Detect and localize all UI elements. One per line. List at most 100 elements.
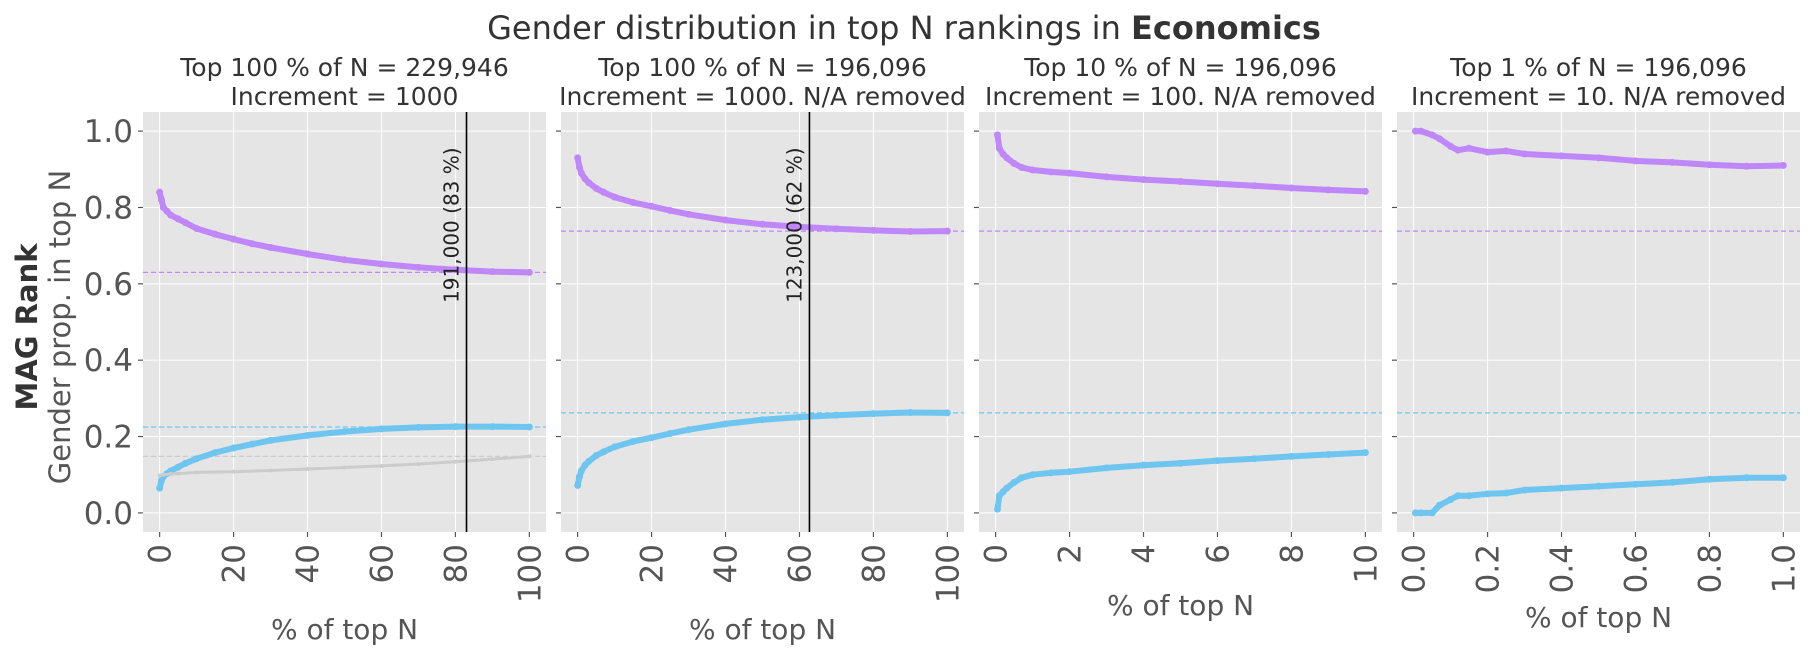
data-point-blue: [1668, 478, 1676, 486]
data-point-blue: [1502, 489, 1510, 497]
data-point-purple: [1631, 157, 1639, 165]
x-tick-label: 80: [438, 544, 474, 583]
plot-area: [143, 112, 546, 532]
data-point-blue: [1411, 509, 1419, 517]
data-point-gray: [194, 470, 199, 475]
data-point-blue: [1066, 468, 1074, 476]
x-tick-label: 0.0: [1397, 544, 1433, 593]
figure-title-bold: Economics: [1131, 9, 1321, 47]
data-point-purple: [1018, 163, 1026, 171]
x-tick-label: 20: [217, 544, 253, 583]
data-point-purple: [304, 250, 312, 258]
x-tick-label: 0.6: [1618, 544, 1654, 593]
data-point-gray: [527, 454, 532, 459]
x-tick-label: 0.8: [1692, 544, 1728, 593]
data-point-purple: [577, 169, 585, 177]
data-point-blue: [1003, 484, 1011, 492]
data-point-purple: [451, 266, 459, 274]
data-point-blue: [592, 452, 600, 460]
data-point-purple: [574, 154, 582, 162]
data-point-purple: [1010, 160, 1018, 168]
data-point-purple: [1047, 168, 1055, 176]
data-point-blue: [759, 416, 766, 424]
data-point-blue: [1417, 509, 1425, 517]
data-point-purple: [1436, 135, 1444, 143]
x-tick-label: 4: [1127, 544, 1163, 564]
data-point-purple: [1417, 127, 1425, 135]
data-point-gray: [168, 471, 173, 476]
data-point-blue: [1779, 474, 1787, 482]
y-tick-label: 0.2: [84, 420, 133, 456]
data-point-purple: [1558, 152, 1566, 160]
data-point-blue: [1103, 464, 1111, 472]
data-point-blue: [629, 438, 637, 446]
data-point-purple: [1324, 186, 1332, 194]
data-point-purple: [157, 196, 165, 204]
data-point-blue: [1361, 449, 1369, 457]
data-point-blue: [174, 463, 182, 471]
data-point-purple: [267, 244, 275, 252]
data-point-purple: [722, 216, 730, 224]
data-point-blue: [451, 423, 459, 431]
data-point-gray: [161, 472, 166, 477]
data-point-purple: [995, 144, 1003, 152]
data-point-blue: [1521, 486, 1529, 494]
chart-panel-1: 0.0 0.2 0.4 0.6 0.8 1.0 0 20 40 60 80 100 191,000 (8…: [84, 53, 549, 646]
data-point-purple: [156, 188, 164, 196]
data-point-purple: [1177, 177, 1184, 185]
data-point-blue: [377, 425, 385, 433]
data-point-blue: [248, 440, 256, 448]
y-tick-label: 0.8: [84, 190, 133, 226]
data-point-purple: [1213, 180, 1221, 188]
data-point-blue: [1324, 450, 1332, 458]
data-point-blue: [1465, 492, 1473, 500]
y-tick-label: 0.0: [84, 496, 133, 532]
panel-title: Top 1 % of N = 196,096: [1449, 53, 1747, 82]
plot-area: [561, 112, 964, 532]
x-tick-label: 100: [930, 544, 966, 603]
panel-title: Top 100 % of N = 229,946: [179, 53, 508, 82]
data-point-purple: [377, 260, 385, 268]
data-point-purple: [1411, 127, 1419, 135]
data-point-blue: [600, 448, 608, 456]
data-point-blue: [1029, 471, 1037, 479]
data-point-blue: [1631, 480, 1639, 488]
data-point-blue: [1454, 492, 1462, 500]
data-point-purple: [629, 198, 637, 206]
data-point-blue: [1595, 482, 1602, 490]
x-tick-label: 8: [1274, 544, 1310, 564]
data-point-blue: [156, 484, 164, 492]
data-point-blue: [211, 449, 219, 457]
x-tick-label: 80: [856, 544, 892, 583]
chart-panel-2: 0 20 40 60 80 100 123,000 (62 %) Top 100 % of N…: [556, 53, 966, 646]
data-point-purple: [1465, 144, 1473, 152]
data-point-purple: [341, 256, 348, 264]
data-point-blue: [943, 409, 951, 417]
data-point-purple: [1361, 187, 1369, 195]
x-tick-label: 1.0: [1766, 544, 1802, 593]
x-tick-label: 40: [291, 544, 327, 583]
data-point-blue: [1213, 457, 1221, 465]
x-tick-label: 0: [561, 544, 597, 564]
data-point-blue: [1010, 478, 1018, 486]
data-point-blue: [1018, 474, 1026, 482]
data-point-purple: [211, 230, 219, 238]
data-point-purple: [832, 225, 840, 233]
data-point-blue: [993, 505, 1001, 513]
data-point-purple: [230, 235, 238, 243]
x-tick-label: 60: [364, 544, 400, 583]
data-point-blue: [869, 410, 877, 418]
data-point-purple: [592, 184, 600, 192]
data-point-blue: [414, 423, 422, 431]
x-tick-label: 60: [782, 544, 818, 583]
data-point-blue: [267, 436, 275, 444]
data-point-blue: [488, 423, 496, 431]
data-point-blue: [722, 420, 730, 428]
data-point-purple: [1287, 184, 1295, 192]
data-point-blue: [666, 429, 674, 437]
x-tick-label: 10: [1348, 544, 1384, 583]
data-point-blue: [795, 413, 803, 421]
data-point-blue: [1177, 459, 1184, 467]
x-tick-label: 40: [709, 544, 745, 583]
data-point-blue: [648, 434, 656, 442]
